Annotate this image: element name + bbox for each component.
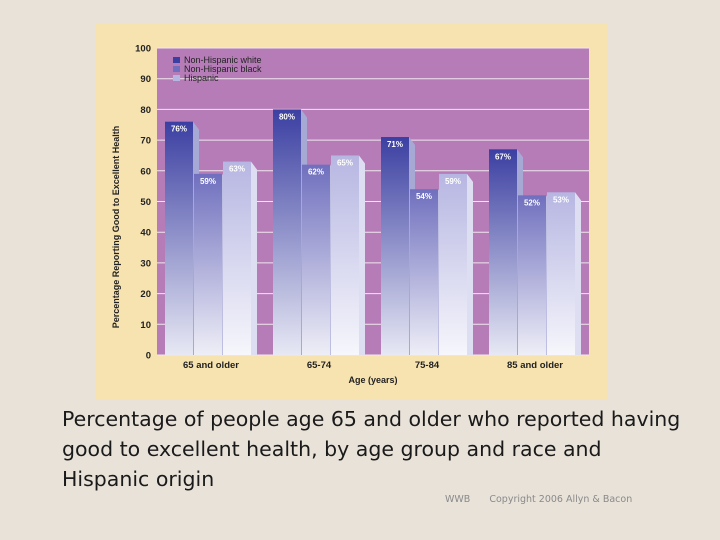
bar-75-84-hispanic: 59%	[439, 173, 473, 355]
bar	[331, 155, 359, 355]
legend-swatch	[173, 75, 180, 81]
bar-side	[251, 161, 257, 355]
y-tick-label: 90	[140, 74, 151, 85]
copyright-notice: Copyright 2006 Allyn & Bacon	[489, 494, 633, 505]
y-tick-label: 40	[140, 228, 151, 239]
x-category-label: 75-84	[415, 360, 440, 371]
bar-value-label: 71%	[387, 140, 403, 149]
x-axis-categories: 65 and older 65-74 75-84 85 and older	[183, 360, 563, 371]
bar	[165, 121, 193, 356]
y-axis-title: Percentage Reporting Good to Excellent H…	[111, 126, 121, 329]
legend-label: Non-Hispanic white	[184, 55, 262, 65]
legend-swatch	[173, 66, 180, 72]
bar-65-74-hispanic: 65%	[331, 155, 365, 355]
bar-side	[359, 155, 365, 355]
bar-value-label: 67%	[495, 152, 511, 161]
y-tick-label: 50	[140, 197, 151, 208]
y-tick-label: 10	[140, 320, 151, 331]
bar-75-84-non-hispanic-white: 71%	[381, 137, 415, 355]
x-category-label: 65 and older	[183, 360, 239, 371]
bar	[273, 109, 301, 356]
bar	[223, 161, 251, 355]
bar	[489, 149, 517, 355]
y-tick-label: 60	[140, 166, 151, 177]
x-category-label: 85 and older	[507, 360, 563, 371]
y-tick-label: 100	[135, 44, 151, 55]
bar-value-label: 80%	[279, 112, 295, 121]
bar	[439, 173, 467, 355]
bar-value-label: 54%	[416, 192, 432, 201]
bar-value-label: 59%	[200, 177, 216, 186]
bar	[194, 173, 222, 355]
y-tick-label: 70	[140, 136, 151, 147]
bar-value-label: 62%	[308, 168, 324, 177]
x-category-label: 65-74	[307, 360, 332, 371]
bar-85-and-older-hispanic: 53%	[547, 192, 581, 355]
bar-85-and-older-non-hispanic-black: 52%	[518, 195, 552, 355]
y-axis-ticks: 0 10 20 30 40 50 60 70 80 90 100	[135, 44, 151, 362]
y-tick-label: 30	[140, 258, 151, 269]
legend-label: Hispanic	[184, 73, 219, 83]
bar	[410, 189, 438, 355]
y-tick-label: 0	[146, 351, 151, 362]
bar-side	[467, 173, 473, 355]
bar-65-and-older-hispanic: 63%	[223, 161, 257, 355]
bar	[518, 195, 546, 355]
bar-side	[575, 192, 581, 355]
y-tick-label: 80	[140, 105, 151, 116]
bar-65-74-non-hispanic-white: 80%	[273, 109, 307, 356]
y-tick-label: 20	[140, 289, 151, 300]
bar-chart: 0 10 20 30 40 50 60 70 80 90 100 76% 59% 63% 80% 62% 65…	[95, 24, 607, 400]
legend-swatch	[173, 57, 180, 63]
bar-75-84-non-hispanic-black: 54%	[410, 189, 444, 355]
bar-value-label: 59%	[445, 177, 461, 186]
footer: WWB Copyright 2006 Allyn & Bacon	[445, 494, 632, 505]
bar-85-and-older-non-hispanic-white: 67%	[489, 149, 523, 355]
caption: Percentage of people age 65 and older wh…	[62, 407, 681, 491]
bar-65-and-older-non-hispanic-white: 76%	[165, 121, 199, 356]
x-axis-title: Age (years)	[348, 375, 397, 385]
bar-value-label: 65%	[337, 158, 353, 167]
bar-value-label: 76%	[171, 125, 187, 134]
bar-value-label: 63%	[229, 165, 245, 174]
bar	[547, 192, 575, 355]
bar-65-74-non-hispanic-black: 62%	[302, 164, 336, 355]
bar-65-and-older-non-hispanic-black: 59%	[194, 173, 228, 355]
bar-value-label: 53%	[553, 195, 569, 204]
bar	[302, 164, 330, 355]
chart-panel: 0 10 20 30 40 50 60 70 80 90 100 76% 59% 63% 80% 62% 65…	[95, 24, 607, 400]
bars: 76% 59% 63% 80% 62% 65% 71% 54% 59% 67% 52% 53%	[165, 109, 581, 356]
bar-value-label: 52%	[524, 198, 540, 207]
footer-code: WWB	[445, 494, 471, 505]
legend-label: Non-Hispanic black	[184, 64, 262, 74]
bar	[381, 137, 409, 355]
